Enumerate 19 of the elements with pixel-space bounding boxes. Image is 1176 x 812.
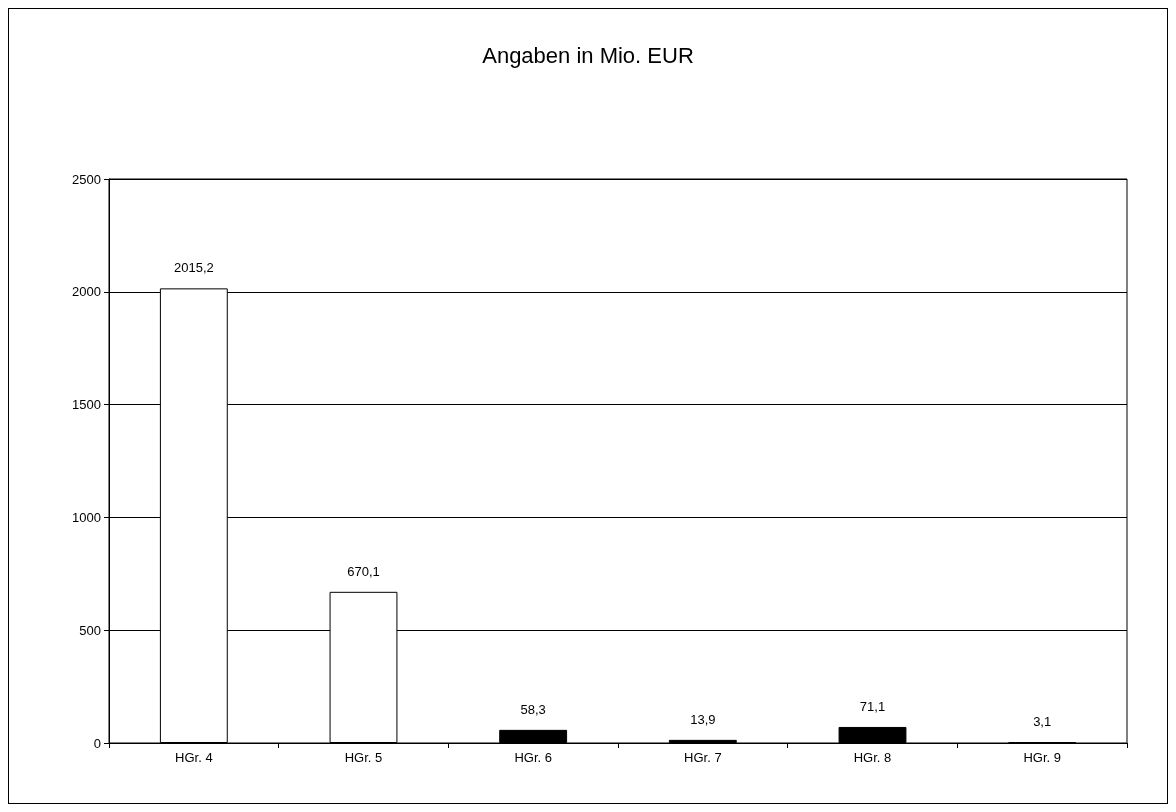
x-tick-label: HGr. 7	[684, 750, 722, 765]
y-tick-label: 0	[93, 735, 101, 751]
x-tick-label: HGr. 9	[1023, 750, 1061, 765]
data-label: 58,3	[520, 701, 546, 717]
data-label: 13,9	[690, 711, 716, 727]
x-tick-label: HGr. 6	[514, 750, 552, 765]
x-tick-label: HGr. 5	[344, 750, 383, 765]
y-tick-label: 1000	[72, 509, 101, 525]
x-tick-label: HGr. 8	[853, 750, 892, 765]
y-tick-label: 2000	[72, 284, 101, 300]
data-label: 2015,2	[173, 260, 214, 276]
data-label: 71,1	[859, 698, 886, 714]
y-tick-label: 500	[79, 622, 101, 638]
chart-title: Angaben in Mio. EUR	[482, 42, 694, 68]
data-label: 3,1	[1033, 714, 1052, 730]
y-tick-label: 2500	[72, 171, 101, 187]
x-tick-label: HGr. 4	[175, 750, 213, 765]
y-tick-label: 1500	[72, 397, 101, 413]
data-label: 670,1	[347, 563, 380, 579]
